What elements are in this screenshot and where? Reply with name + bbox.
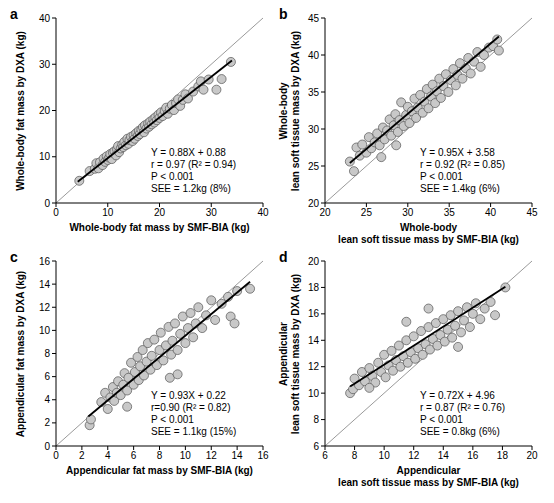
html-text:Whole-body: Whole-body [278,81,289,140]
svg-text:30: 30 [308,124,320,135]
html-text:Y = 0.88X + 0.88: Y = 0.88X + 0.88 [151,147,226,158]
svg-text:20: 20 [319,207,331,218]
svg-text:10: 10 [39,151,51,162]
svg-text:14: 14 [232,450,244,461]
svg-text:6: 6 [313,441,319,452]
html-text:a: a [10,6,18,22]
svg-text:25: 25 [361,207,373,218]
html-text:lean soft tissue mass by DXA (: lean soft tissue mass by DXA (kg) [290,30,301,191]
svg-text:6: 6 [131,450,137,461]
svg-text:40: 40 [39,13,51,24]
svg-text:4: 4 [105,450,111,461]
svg-text:10: 10 [379,450,391,461]
svg-text:12: 12 [408,450,420,461]
svg-text:6: 6 [322,450,328,461]
html-text:SEE = 0.8kg (6%): SEE = 0.8kg (6%) [420,426,500,437]
svg-text:14: 14 [438,450,450,461]
html-text:r=0.90 (R² = 0.82): r=0.90 (R² = 0.82) [151,402,231,413]
svg-text:25: 25 [308,161,320,172]
html-text:Appendicular fat mass by SMF-B: Appendicular fat mass by SMF-BIA (kg) [66,465,253,476]
html-text:d: d [279,249,288,265]
svg-text:4: 4 [44,394,50,405]
html-text:P < 0.001: P < 0.001 [151,171,194,182]
html-text:lean soft tissue mass by DXA (: lean soft tissue mass by DXA (kg) [290,273,301,434]
svg-text:14: 14 [39,279,51,290]
svg-text:0: 0 [53,207,59,218]
svg-text:16: 16 [257,450,269,461]
html-text:P < 0.001: P < 0.001 [420,171,463,182]
html-text:Y = 0.72X + 4.96: Y = 0.72X + 4.96 [420,390,495,401]
svg-text:18: 18 [308,282,320,293]
svg-text:30: 30 [402,207,414,218]
html-text:SEE = 1.2kg (8%): SEE = 1.2kg (8%) [151,183,231,194]
svg-text:0: 0 [44,441,50,452]
svg-text:16: 16 [467,450,479,461]
svg-text:20: 20 [308,198,320,209]
svg-text:10: 10 [180,450,192,461]
html-text:Y = 0.93X + 0.22: Y = 0.93X + 0.22 [151,390,226,401]
svg-text:20: 20 [308,256,320,267]
svg-text:20: 20 [39,105,51,116]
svg-text:12: 12 [206,450,218,461]
html-text:Appendicular: Appendicular [278,321,289,386]
html-text:r = 0.97 (R² = 0.94): r = 0.97 (R² = 0.94) [151,159,236,170]
svg-text:16: 16 [308,308,320,319]
svg-text:40: 40 [257,207,269,218]
svg-text:16: 16 [39,256,51,267]
svg-text:45: 45 [526,207,538,218]
html-text:r = 0.92 (R² = 0.85): r = 0.92 (R² = 0.85) [420,159,505,170]
svg-text:35: 35 [308,87,320,98]
svg-text:8: 8 [44,348,50,359]
svg-text:14: 14 [308,335,320,346]
svg-text:18: 18 [497,450,509,461]
html-text:b: b [279,6,288,22]
svg-text:10: 10 [308,388,320,399]
svg-text:40: 40 [308,50,320,61]
svg-text:0: 0 [53,450,59,461]
svg-text:2: 2 [79,450,85,461]
svg-text:30: 30 [206,207,218,218]
html-text:SEE = 1.1kg (15%): SEE = 1.1kg (15%) [151,426,237,437]
html-text:Y = 0.95X + 3.58: Y = 0.95X + 3.58 [420,147,495,158]
svg-text:40: 40 [485,207,497,218]
svg-text:45: 45 [308,13,320,24]
html-text:SEE = 1.4kg (6%): SEE = 1.4kg (6%) [420,183,500,194]
html-text:lean soft tissue mass by SMF-B: lean soft tissue mass by SMF-BIA (kg) [338,477,519,488]
svg-text:8: 8 [157,450,163,461]
svg-text:6: 6 [44,371,50,382]
html-text:r = 0.87 (R² = 0.76): r = 0.87 (R² = 0.76) [420,402,505,413]
html-text:Whole-body fat mass by SMF-BIA: Whole-body fat mass by SMF-BIA (kg) [69,222,250,233]
svg-text:30: 30 [39,59,51,70]
html-text:P < 0.001: P < 0.001 [420,414,463,425]
html-text:P < 0.001: P < 0.001 [151,414,194,425]
html-text:c: c [10,249,18,265]
svg-text:12: 12 [39,302,51,313]
svg-text:12: 12 [308,361,320,372]
html-text:Whole-body fat mass by DXA (kg: Whole-body fat mass by DXA (kg) [15,30,26,191]
svg-text:10: 10 [102,207,114,218]
svg-text:20: 20 [526,450,538,461]
svg-text:35: 35 [444,207,456,218]
html-text:Whole-body: Whole-body [399,222,458,233]
svg-text:0: 0 [44,198,50,209]
svg-text:8: 8 [313,414,319,425]
svg-text:8: 8 [352,450,358,461]
svg-text:2: 2 [44,417,50,428]
html-text:Appendicular: Appendicular [396,465,461,476]
svg-text:20: 20 [154,207,166,218]
html-text:lean soft tissue mass by SMF-B: lean soft tissue mass by SMF-BIA (kg) [338,234,519,245]
svg-text:10: 10 [39,325,51,336]
html-text:Appendicular fat mass by DXA (: Appendicular fat mass by DXA (kg) [15,270,26,437]
